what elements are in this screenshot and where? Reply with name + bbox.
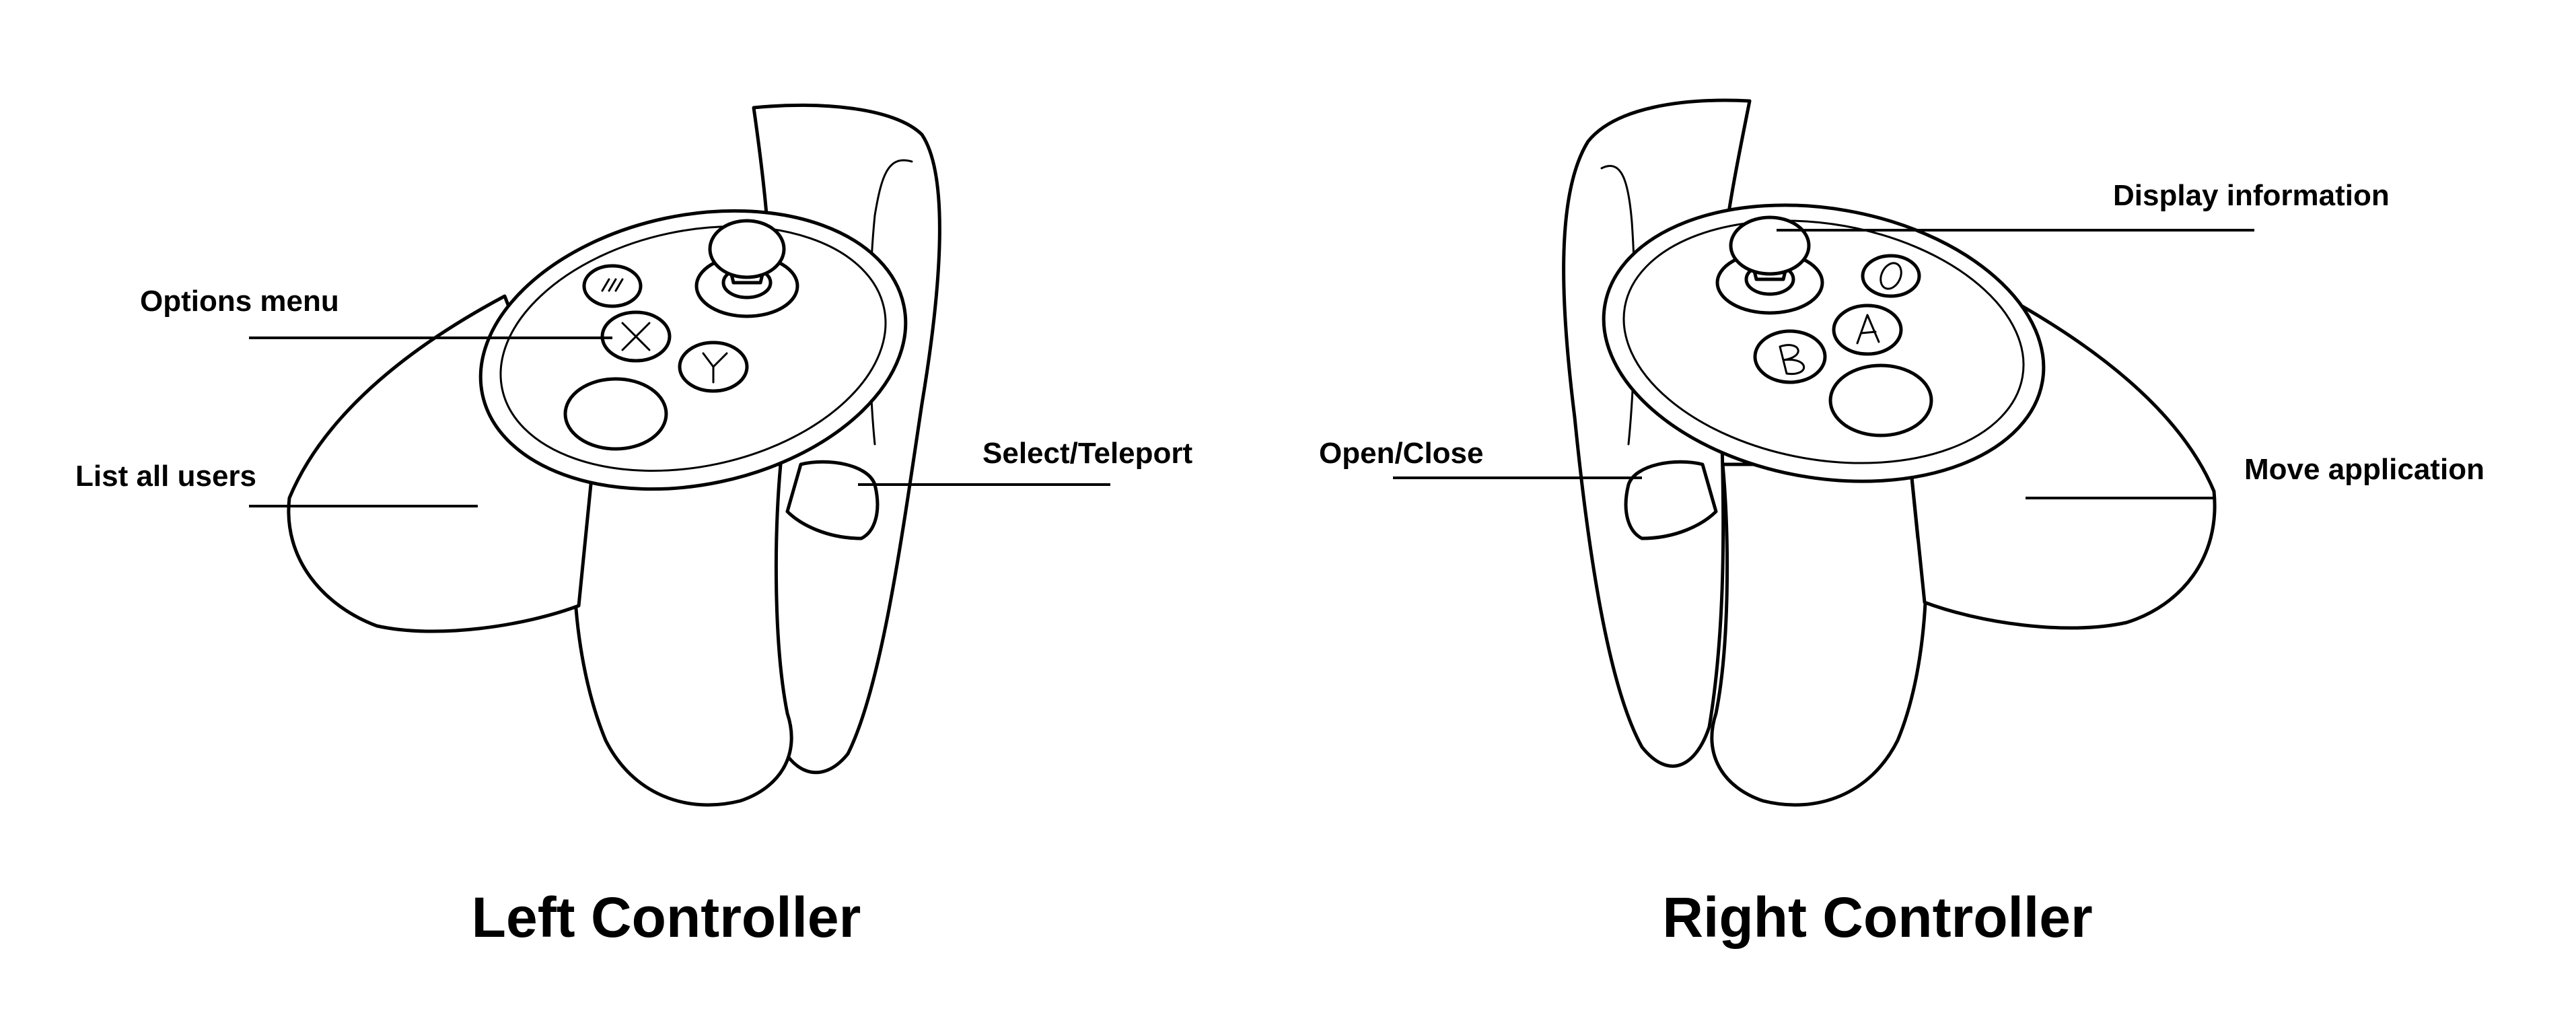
right-face-outer	[1602, 203, 2046, 483]
left-handle	[572, 462, 793, 807]
right-controller-title: Right Controller	[1662, 886, 2092, 949]
right-face-inner	[1622, 219, 2025, 464]
left-thumbstick-cap	[708, 219, 786, 279]
right-oculus-button	[1861, 254, 1921, 298]
right-thumbstick-cap	[1729, 215, 1811, 276]
callout-list-all-users: List all users	[75, 460, 256, 493]
right-b-button	[1753, 329, 1827, 384]
left-controller-illustration	[249, 103, 1110, 807]
callout-move-application: Move application	[2244, 453, 2484, 486]
left-controller-title: Left Controller	[472, 886, 861, 949]
right-controller-illustration	[1393, 98, 2254, 807]
x-icon	[621, 322, 651, 351]
callout-select-teleport: Select/Teleport	[982, 437, 1193, 470]
oculus-icon	[1880, 262, 1902, 290]
right-index-trigger	[1624, 460, 1718, 540]
a-icon	[1856, 314, 1880, 345]
y-icon	[702, 352, 728, 384]
callout-options-menu: Options menu	[140, 285, 339, 318]
callout-open-close: Open/Close	[1319, 437, 1484, 470]
right-a-button	[1832, 304, 1903, 356]
menu-icon	[601, 278, 624, 292]
left-index-trigger	[785, 460, 880, 540]
left-face-inner	[499, 225, 887, 472]
right-handle	[1710, 462, 1928, 807]
right-thumbrest	[1828, 363, 1933, 437]
left-thumbrest	[563, 377, 668, 451]
b-icon	[1779, 344, 1805, 376]
callout-display-information: Display information	[2113, 179, 2390, 212]
